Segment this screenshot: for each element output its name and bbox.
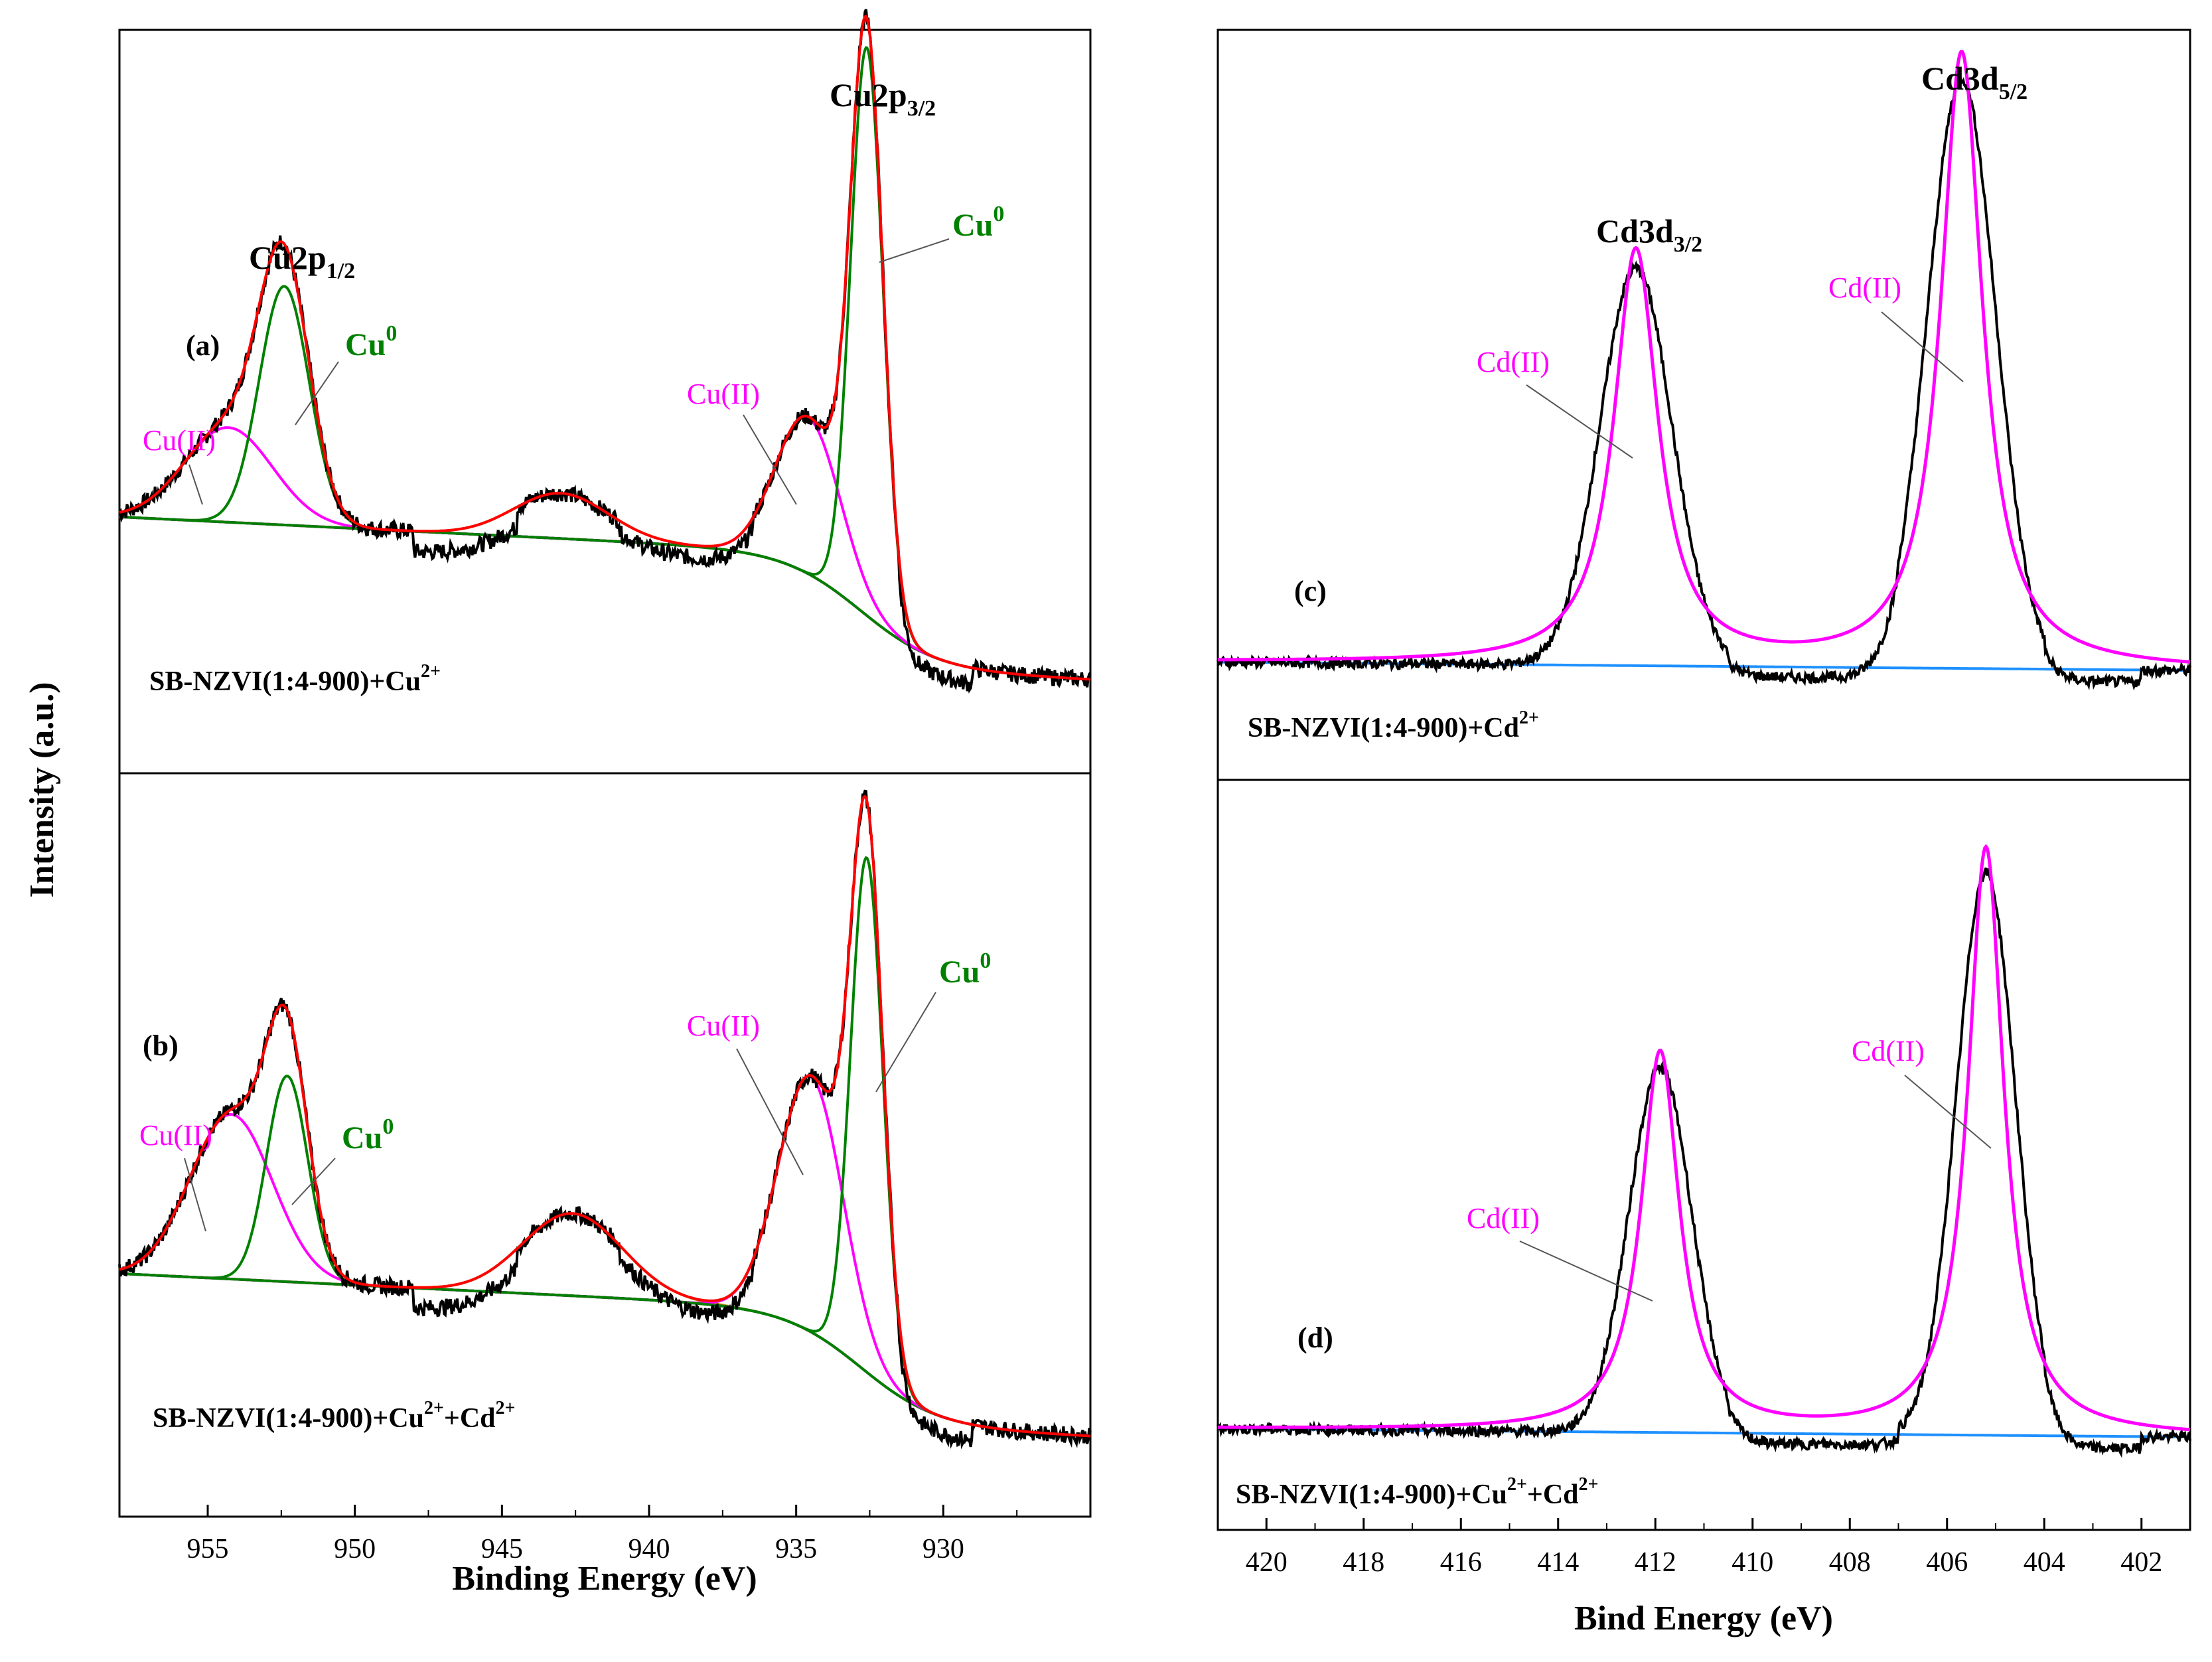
raw-spectrum-curve [118, 789, 1092, 1450]
cd-left-label-c: Cd(II) [1477, 346, 1550, 378]
cd-right-leader-c [1881, 311, 1964, 382]
cd-left-label-d: Cd(II) [1467, 1202, 1540, 1235]
panel-d-curves [1217, 844, 2191, 1458]
cuii-right-label-b: Cu(II) [687, 1010, 760, 1042]
x-tick-label: 420 [1246, 1547, 1288, 1578]
panel-d: (d) Cd(II) Cd(II) SB-NZVI(1:4-900)+Cu2++… [1217, 844, 2191, 1510]
cu0-component-curve [119, 1075, 1091, 1438]
x-tick-label: 408 [1829, 1547, 1871, 1578]
cuii-left-label-a: Cu(II) [143, 424, 216, 457]
cdii-component-curve [1218, 844, 2191, 1432]
cd-right-label-d: Cd(II) [1852, 1035, 1925, 1067]
panel-c-sample-label: SB-NZVI(1:4-900)+Cd2+ [1248, 708, 1539, 743]
envelope-fit-curve [119, 15, 1091, 681]
panel-b-curves [118, 789, 1092, 1450]
x-tick-label: 406 [1926, 1547, 1968, 1578]
cu0-left-leader-b [291, 1158, 336, 1205]
cdii-component-curve [1218, 50, 2191, 664]
cu0-left-label-b: Cu0 [342, 1114, 394, 1156]
cd-right-label-c: Cd(II) [1828, 271, 1901, 304]
envelope-fit-curve [119, 794, 1091, 1438]
background-line [1218, 1427, 2190, 1438]
panel-d-sample-label: SB-NZVI(1:4-900)+Cu2++Cd2+ [1236, 1474, 1599, 1510]
panel-b: (b) Cu0 Cu0 Cu(II) Cu(II) SB-NZVI(1:4-90… [118, 789, 1092, 1450]
raw-spectrum-curve [118, 9, 1092, 694]
cu0-component-curve [119, 46, 1091, 681]
panel-c-curves [1217, 50, 2191, 691]
envelope-fit-curve [1218, 50, 2191, 664]
cd3d-chart: 420 418 416 414 412 410 408 406 404 402 Bind Ener… [1217, 29, 2191, 1637]
cuii-left-leader-b [184, 1158, 206, 1232]
cd3d-five-half-label: Cd3d5/2 [1921, 60, 2028, 104]
x-tick-label: 416 [1440, 1547, 1482, 1578]
x-tick-label: 412 [1635, 1547, 1676, 1578]
cd-right-leader-d [1904, 1075, 1992, 1149]
cu0-left-leader-a [295, 361, 339, 425]
cu0-right-label-a: Cu0 [952, 202, 1004, 243]
panel-c: (c) Cd3d3/2 Cd3d5/2 Cd(II) Cd(II) SB-NZV… [1217, 50, 2191, 743]
right-x-ticks: 420 418 416 414 412 410 408 406 404 402 [1246, 1518, 2162, 1578]
x-tick-label: 410 [1732, 1547, 1773, 1578]
panel-b-tag: (b) [143, 1029, 179, 1062]
panel-a-curves [118, 9, 1092, 694]
x-tick-label: 402 [2120, 1547, 2162, 1578]
left-x-ticks: 955 950 945 940 935 930 [187, 1505, 1018, 1564]
cuii-left-leader-a [188, 464, 203, 505]
cuii-right-leader-b [736, 1048, 804, 1175]
x-tick-label: 955 [187, 1534, 229, 1564]
x-tick-label: 940 [628, 1534, 670, 1564]
x-tick-label: 950 [334, 1534, 376, 1564]
satellite-peak-curve [119, 492, 1091, 681]
cuii-component-curve [119, 426, 1091, 681]
cu0-component-curve [119, 856, 1091, 1438]
x-tick-label: 418 [1343, 1547, 1384, 1578]
cd-left-leader-c [1526, 384, 1633, 459]
raw-spectrum-curve [1217, 76, 2191, 691]
cu0-component-curve [119, 285, 1091, 681]
cuii-component-curve [119, 1075, 1091, 1438]
cuii-left-label-b: Cu(II) [139, 1119, 212, 1152]
panel-a-sample-label: SB-NZVI(1:4-900)+Cu2+ [149, 661, 441, 697]
cu2p-half-label: Cu2p1/2 [249, 239, 355, 283]
panel-b-sample-label: SB-NZVI(1:4-900)+Cu2++Cd2+ [153, 1398, 516, 1434]
x-tick-label: 935 [775, 1534, 817, 1564]
cu2p-three-half-label: Cu2p3/2 [830, 76, 936, 121]
left-x-axis-label: Binding Energy (eV) [452, 1560, 757, 1598]
panel-c-tag: (c) [1294, 575, 1327, 607]
cu0-left-label-a: Cu0 [345, 321, 397, 362]
right-x-axis-label: Bind Energy (eV) [1574, 1600, 1833, 1637]
panel-a-tag: (a) [186, 329, 220, 362]
panel-d-tag: (d) [1297, 1322, 1333, 1354]
cu0-right-leader-b [875, 992, 936, 1093]
x-tick-label: 414 [1537, 1547, 1579, 1578]
cu0-right-label-b: Cu0 [939, 948, 991, 990]
cd-left-leader-d [1519, 1241, 1653, 1302]
panel-a: (a) Cu2p1/2 Cu2p3/2 Cu0 Cu0 Cu(II) Cu(II… [118, 9, 1092, 697]
cuii-right-leader-a [743, 414, 797, 505]
cu0-right-leader-a [879, 238, 950, 263]
x-tick-label: 945 [481, 1534, 523, 1564]
cd3d-three-half-label: Cd3d3/2 [1596, 212, 1702, 257]
x-tick-label: 930 [922, 1534, 964, 1564]
cu2p-chart: 955 950 945 940 935 930 Binding Energy (eV) (… [118, 9, 1092, 1598]
y-axis-label: Intensity (a.u.) [23, 682, 61, 897]
cuii-right-label-a: Cu(II) [687, 378, 760, 410]
x-tick-label: 404 [2024, 1547, 2065, 1578]
